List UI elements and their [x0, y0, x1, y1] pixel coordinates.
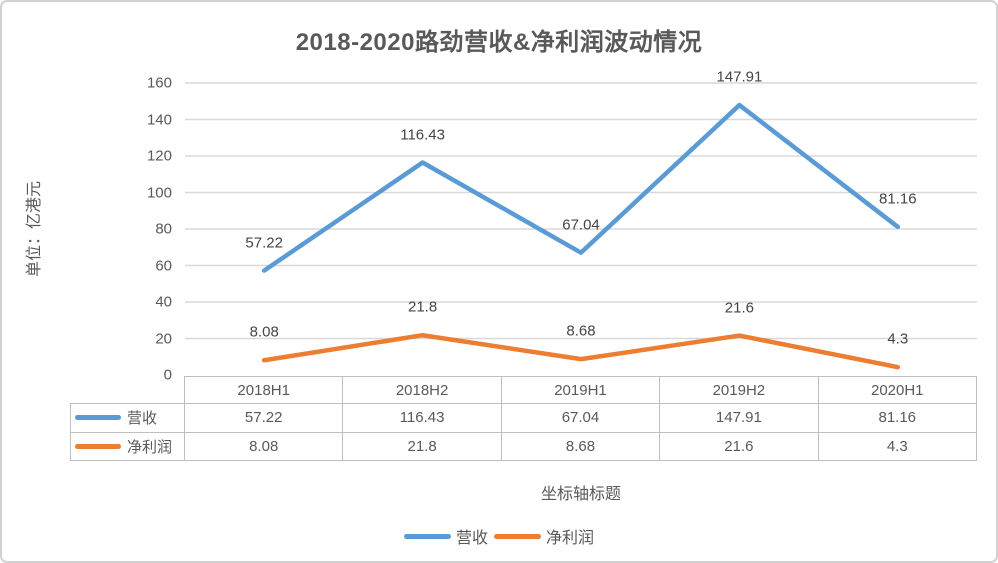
- table-header-2020H1: 2020H1: [818, 376, 977, 405]
- data-label-0-4: 81.16: [879, 190, 917, 208]
- table-cell-1-4: 4.3: [818, 432, 977, 461]
- table-swatch-0: [75, 415, 121, 421]
- legend-item-0: 营收: [403, 524, 488, 548]
- legend-swatch-1: [494, 533, 541, 539]
- table-row-label-1: 净利润: [70, 432, 185, 461]
- data-label-1-3: 21.6: [724, 299, 754, 317]
- legend-swatch-0: [403, 533, 451, 539]
- data-label-0-0: 57.22: [245, 234, 283, 252]
- table-header-2018H2: 2018H2: [343, 376, 502, 405]
- plot-area: [185, 82, 977, 375]
- table-row-label-text: 营收: [127, 410, 158, 428]
- y-tick-label: 0: [163, 366, 172, 384]
- y-tick-label: 20: [155, 330, 172, 347]
- series-line-1: [261, 332, 901, 370]
- legend-label-1: 净利润: [546, 530, 595, 547]
- data-label-0-3: 147.91: [716, 68, 763, 86]
- data-label-1-2: 8.68: [566, 322, 596, 340]
- table-cell-1-2: 8.68: [501, 432, 661, 461]
- table-header-2019H1: 2019H1: [501, 376, 661, 405]
- table-row-label-0: 营收: [70, 404, 185, 433]
- y-tick-label: 160: [146, 74, 172, 92]
- table-cell-0-4: 81.16: [818, 404, 977, 433]
- table-header-2018H1: 2018H1: [185, 376, 344, 405]
- table-cell-0-1: 116.43: [343, 404, 502, 433]
- y-tick-label: 40: [155, 293, 172, 311]
- data-label-1-1: 21.8: [407, 298, 438, 316]
- y-tick-label: 100: [146, 184, 172, 201]
- data-label-1-0: 8.08: [249, 323, 279, 341]
- y-tick-label: 120: [146, 147, 172, 165]
- table-cell-1-1: 21.8: [343, 432, 502, 461]
- table-cell-1-3: 21.6: [660, 432, 819, 461]
- table-corner-cell: [70, 376, 185, 405]
- chart-title: 2018-2020路劲营收&净利润波动情况: [295, 29, 703, 56]
- y-tick-label: 140: [146, 111, 172, 128]
- table-cell-0-3: 147.91: [660, 404, 819, 433]
- data-label-0-2: 67.04: [562, 216, 600, 234]
- table-swatch-1: [75, 443, 121, 449]
- x-axis-title: 坐标轴标题: [540, 486, 621, 503]
- series-line-0: [261, 102, 901, 273]
- legend: 营收 净利润: [2, 524, 996, 548]
- table-cell-0-2: 67.04: [501, 404, 661, 433]
- data-label-1-4: 4.3: [887, 330, 909, 348]
- legend-item-1: 净利润: [494, 524, 594, 548]
- table-cell-0-0: 57.22: [185, 404, 344, 433]
- legend-label-0: 营收: [455, 530, 488, 547]
- plot-svg: [185, 82, 977, 370]
- data-label-0-1: 116.43: [400, 126, 445, 143]
- y-tick-label: 60: [155, 257, 172, 274]
- table-header-2019H2: 2019H2: [660, 376, 819, 405]
- table-cell-1-0: 8.08: [185, 432, 344, 461]
- table-row-label-text: 净利润: [127, 438, 173, 456]
- y-tick-label: 80: [155, 220, 172, 238]
- data-table: 2018H1 2018H2 2019H1 2019H2 2020H1 营收 57.22 116…: [70, 376, 977, 461]
